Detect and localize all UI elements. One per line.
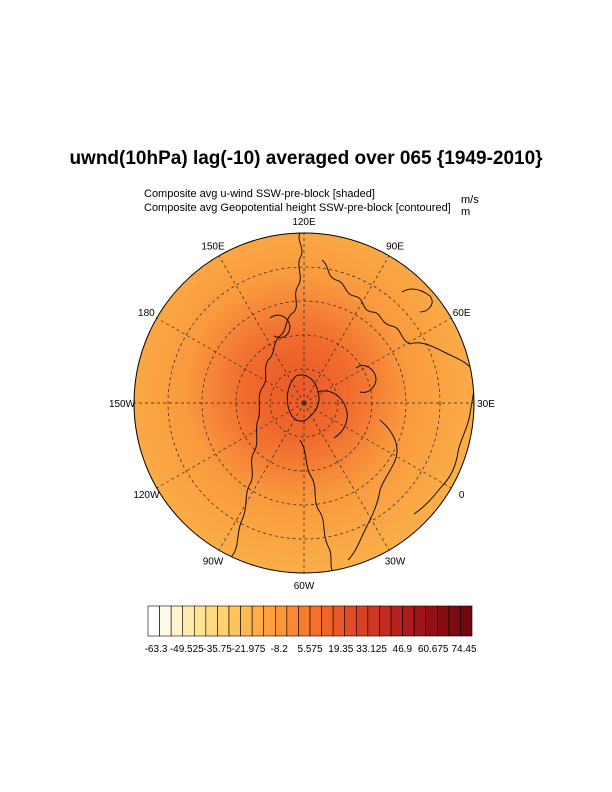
meridian-line [303, 402, 452, 489]
colorbar-box [413, 605, 427, 637]
subtitle-contoured: Composite avg Geopotential height SSW-pr… [144, 202, 451, 214]
colorbar-labels: -63.3 -49.525 -35.75 -21.975 -8.2 5.575 19.35 3… [145, 644, 477, 655]
colorbar-box [217, 605, 230, 637]
meridian-line [156, 317, 305, 404]
units-shaded: m/s [461, 194, 479, 206]
colorbar-box [147, 605, 160, 637]
longitude-label: 30E [477, 399, 495, 410]
colorbar-label: -49.525 [170, 644, 204, 655]
longitude-label: 150E [201, 241, 225, 252]
colorbar-box [448, 605, 461, 637]
meridian-line [303, 317, 452, 404]
graticule [134, 233, 474, 573]
colorbar-box [436, 605, 450, 637]
colorbar-box [205, 605, 218, 637]
colorbar-box [274, 605, 288, 637]
colorbar-box [390, 605, 403, 637]
plot-title: uwnd(10hPa) lag(-10) averaged over 065 {… [69, 148, 543, 169]
colorbar-box [263, 605, 276, 637]
longitude-labels: 120E 90E 60E 30E 0 30W 60W 90W 120W 150W 180 150E [109, 217, 495, 592]
longitude-label: 60E [453, 308, 471, 319]
colorbar-box [159, 605, 172, 637]
colorbar-label: 19.35 [328, 644, 353, 655]
colorbar-box [240, 605, 253, 637]
units-contoured: m [461, 206, 471, 218]
colorbar-box [355, 605, 369, 637]
meridian-line [303, 402, 390, 551]
map-boundary [133, 232, 475, 574]
colorbar-box [460, 605, 473, 637]
colorbar-box [425, 605, 438, 637]
colorbar-label: 60.675 [418, 644, 449, 655]
colorbar-label: 74.45 [451, 644, 476, 655]
colorbar-box [228, 605, 241, 637]
colorbar-label: 5.575 [297, 644, 322, 655]
longitude-label: 120W [133, 490, 160, 501]
longitude-label: 120E [292, 217, 316, 228]
meridian-line [303, 255, 390, 404]
colorbar-label: -63.3 [145, 644, 168, 655]
colorbar-label: -35.75 [203, 644, 232, 655]
colorbar-boxes [147, 605, 473, 637]
meridian-line [218, 255, 305, 404]
latitude-circle [167, 266, 441, 540]
colorbar-label: 33.125 [356, 644, 387, 655]
colorbar-label: 46.9 [393, 644, 413, 655]
colorbar-box [309, 605, 322, 637]
longitude-label: 150W [109, 399, 136, 410]
coastlines [217, 233, 474, 573]
subtitle-shaded: Composite avg u-wind SSW-pre-block [shad… [144, 188, 375, 200]
colorbar-box [332, 605, 346, 637]
polar-map: 120E 90E 60E 30E 0 30W 60W 90W 120W 150W 180 150E [109, 217, 495, 592]
colorbar-box [298, 605, 311, 637]
colorbar-box [344, 605, 357, 637]
meridian-line [156, 402, 305, 489]
colorbar-label: -21.975 [231, 644, 265, 655]
colorbar-label: -8.2 [271, 644, 289, 655]
colorbar-box [367, 605, 380, 637]
colorbar-box [193, 605, 207, 637]
colorbar-box [402, 605, 415, 637]
longitude-label: 0 [459, 490, 465, 501]
colorbar-box [170, 605, 184, 637]
latitude-circle [269, 368, 339, 438]
meridian-line [218, 402, 305, 551]
longitude-label: 60W [294, 581, 315, 592]
colorbar-box [251, 605, 265, 637]
colorbar-box [286, 605, 299, 637]
colorbar-box [379, 605, 392, 637]
longitude-label: 90E [386, 241, 404, 252]
longitude-label: 90W [203, 557, 224, 568]
longitude-label: 30W [385, 557, 406, 568]
colorbar-box [182, 605, 195, 637]
colorbar-box [321, 605, 334, 637]
longitude-label: 180 [138, 308, 155, 319]
